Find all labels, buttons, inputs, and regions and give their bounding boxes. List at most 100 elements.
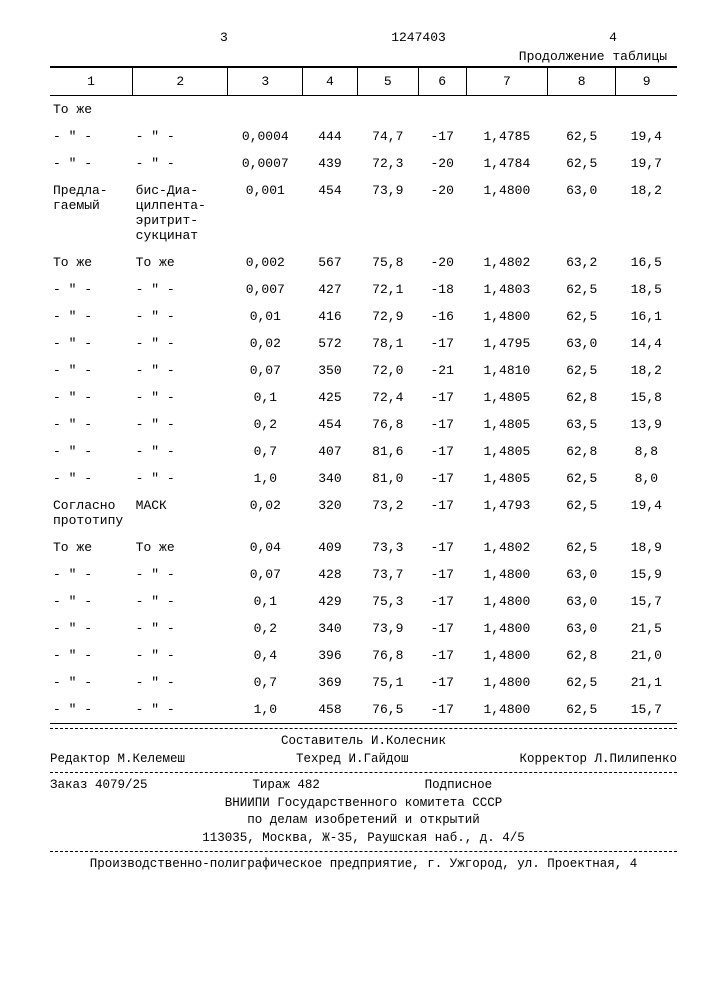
table-cell: 1,4800 <box>466 615 548 642</box>
table-cell: 76,8 <box>357 642 418 669</box>
table-cell: - " - <box>133 150 228 177</box>
table-cell: 72,3 <box>357 150 418 177</box>
table-cell: 62,5 <box>548 492 616 534</box>
table-cell: 0,04 <box>228 534 303 561</box>
table-cell <box>418 96 466 124</box>
table-cell: 81,0 <box>357 465 418 492</box>
table-cell: 416 <box>303 303 357 330</box>
table-cell: 21,1 <box>616 669 677 696</box>
table-cell: - " - <box>50 588 133 615</box>
table-cell: - " - <box>50 561 133 588</box>
compiler: Составитель И.Колесник <box>50 733 677 751</box>
table-row: - " -- " -0,000743972,3-201,478462,519,7 <box>50 150 677 177</box>
table-cell: То же <box>50 534 133 561</box>
footer-publication: Заказ 4079/25 Тираж 482 Подписное ВНИИПИ… <box>50 777 677 847</box>
table-cell: 15,7 <box>616 588 677 615</box>
continuation-label: Продолжение таблицы <box>50 49 677 64</box>
table-cell: 458 <box>303 696 357 724</box>
table-cell: 16,5 <box>616 249 677 276</box>
table-cell: 1,4802 <box>466 249 548 276</box>
table-cell: бис-Диа-цилпента-эритрит-сукцинат <box>133 177 228 249</box>
table-cell: 18,2 <box>616 357 677 384</box>
data-table: 123456789 То же- " -- " -0,000444474,7-1… <box>50 66 677 724</box>
table-cell: - " - <box>50 465 133 492</box>
table-cell: 0,007 <box>228 276 303 303</box>
col-header: 6 <box>418 67 466 96</box>
table-cell: 427 <box>303 276 357 303</box>
table-row: - " -- " -0,0257278,1-171,479563,014,4 <box>50 330 677 357</box>
table-cell: 1,4805 <box>466 384 548 411</box>
table-row: - " -- " -0,736975,1-171,480062,521,1 <box>50 669 677 696</box>
table-cell: 18,5 <box>616 276 677 303</box>
table-cell: 63,0 <box>548 615 616 642</box>
table-cell: -17 <box>418 642 466 669</box>
table-cell: 63,2 <box>548 249 616 276</box>
table-cell: - " - <box>133 615 228 642</box>
table-row: То жеТо же0,0440973,3-171,480262,518,9 <box>50 534 677 561</box>
table-cell: 0,01 <box>228 303 303 330</box>
table-cell: 63,0 <box>548 588 616 615</box>
table-cell <box>228 96 303 124</box>
table-cell: 73,7 <box>357 561 418 588</box>
col-header: 9 <box>616 67 677 96</box>
table-cell: -17 <box>418 330 466 357</box>
table-cell: То же <box>50 96 133 124</box>
table-cell: - " - <box>50 642 133 669</box>
table-cell: -17 <box>418 492 466 534</box>
table-cell: 62,8 <box>548 384 616 411</box>
table-cell: 62,5 <box>548 303 616 330</box>
table-cell: 0,4 <box>228 642 303 669</box>
table-cell: 76,8 <box>357 411 418 438</box>
table-cell: 0,02 <box>228 330 303 357</box>
table-cell: 0,2 <box>228 411 303 438</box>
table-cell: 74,7 <box>357 123 418 150</box>
table-cell: 15,8 <box>616 384 677 411</box>
table-cell: 1,4784 <box>466 150 548 177</box>
col-header: 1 <box>50 67 133 96</box>
table-cell: -18 <box>418 276 466 303</box>
table-cell: - " - <box>133 696 228 724</box>
table-cell: 409 <box>303 534 357 561</box>
table-cell: 407 <box>303 438 357 465</box>
table-cell: 13,9 <box>616 411 677 438</box>
page-header: 3 1247403 4 <box>50 30 677 45</box>
table-cell: - " - <box>133 642 228 669</box>
table-cell: 396 <box>303 642 357 669</box>
table-cell: Предла-гаемый <box>50 177 133 249</box>
table-cell: - " - <box>133 330 228 357</box>
table-cell: - " - <box>50 438 133 465</box>
table-cell: 1,4800 <box>466 177 548 249</box>
table-cell: 14,4 <box>616 330 677 357</box>
table-cell: 0,07 <box>228 561 303 588</box>
table-cell: 454 <box>303 177 357 249</box>
table-cell: 73,9 <box>357 177 418 249</box>
table-cell: - " - <box>133 276 228 303</box>
table-cell: 18,9 <box>616 534 677 561</box>
table-cell: - " - <box>50 696 133 724</box>
table-cell: 72,1 <box>357 276 418 303</box>
table-cell: 73,2 <box>357 492 418 534</box>
table-cell: 62,5 <box>548 276 616 303</box>
doc-number: 1247403 <box>391 30 446 45</box>
col-header: 8 <box>548 67 616 96</box>
table-cell: 8,0 <box>616 465 677 492</box>
table-cell: 73,9 <box>357 615 418 642</box>
divider <box>50 851 677 852</box>
org1: ВНИИПИ Государственного комитета СССР <box>50 795 677 813</box>
table-cell: - " - <box>50 330 133 357</box>
table-cell: 72,9 <box>357 303 418 330</box>
table-cell: 1,4793 <box>466 492 548 534</box>
footer-credits: Составитель И.Колесник Редактор М.Келеме… <box>50 733 677 768</box>
table-cell: 62,5 <box>548 465 616 492</box>
table-row: - " -- " -0,00742772,1-181,480362,518,5 <box>50 276 677 303</box>
table-cell: -17 <box>418 669 466 696</box>
table-cell: 19,4 <box>616 492 677 534</box>
table-row: - " -- " -1,034081,0-171,480562,58,0 <box>50 465 677 492</box>
table-cell: 1,4795 <box>466 330 548 357</box>
table-cell: - " - <box>133 465 228 492</box>
producer: Производственно-полиграфическое предприя… <box>50 856 677 874</box>
table-cell: 429 <box>303 588 357 615</box>
table-cell: 62,5 <box>548 696 616 724</box>
table-cell: -17 <box>418 438 466 465</box>
table-cell: 320 <box>303 492 357 534</box>
